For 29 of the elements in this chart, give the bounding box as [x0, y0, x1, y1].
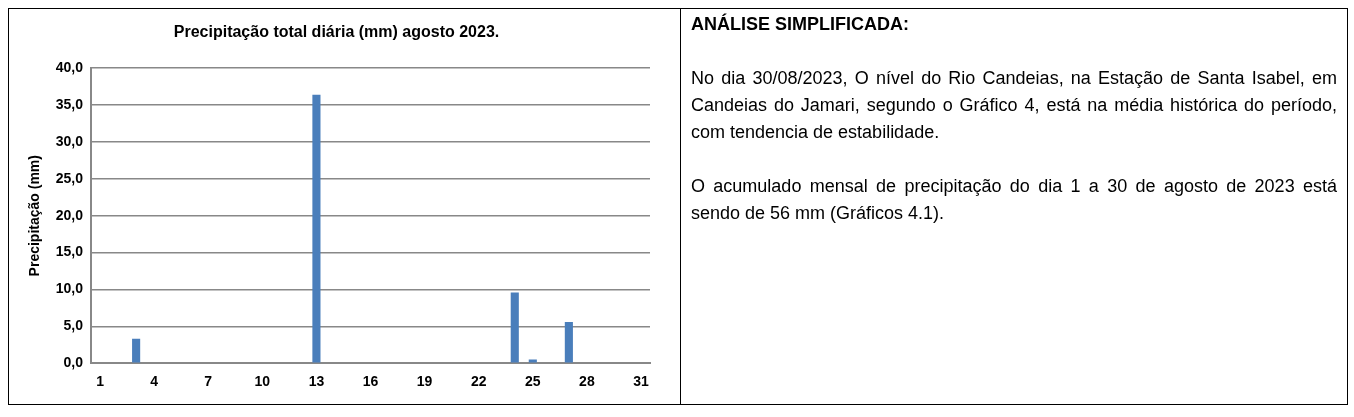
y-tick-label: 0,0: [63, 354, 84, 371]
y-tick-label: 30,0: [55, 132, 84, 149]
bar: [510, 292, 519, 363]
x-tick-label: 22: [470, 373, 487, 390]
bar: [132, 338, 141, 363]
x-tick-label: 1: [96, 373, 105, 390]
y-tick-label: 10,0: [55, 280, 84, 297]
x-tick-label: 19: [416, 373, 433, 390]
y-axis-title: Precipitação (mm): [26, 155, 43, 277]
y-tick-label: 40,0: [55, 59, 84, 76]
x-tick-label: 16: [362, 373, 379, 390]
text: ANÁLISE SIMPLIFICADA:: [691, 12, 910, 36]
bar: [564, 321, 573, 363]
x-tick-label: 25: [525, 373, 541, 390]
x-tick-label: 28: [579, 373, 595, 390]
y-tick-label: 25,0: [55, 169, 84, 186]
text: O acumulado mensal de precipitação do dia 1 a 30 de agosto de 2023 está sendo de 56 mm (Gráficos 4.1).: [691, 175, 1337, 225]
x-tick-label: 4: [150, 373, 159, 390]
y-tick-label: 15,0: [55, 243, 84, 260]
chart-title: Precipitação total diária (mm) agosto 2023.: [173, 23, 500, 41]
x-tick-label: 13: [308, 373, 325, 390]
x-tick-label: 31: [633, 373, 649, 390]
y-tick-label: 5,0: [63, 317, 84, 334]
bar: [312, 94, 321, 363]
text: No dia 30/08/2023, O nível do Rio Candeias, na Estação de Santa Isabel, em Candeias do Jamari, segundo o Gráfico 4, está na média histórica do período, com tendencia de estabilidade.: [691, 67, 1337, 144]
y-tick-label: 35,0: [55, 95, 84, 112]
y-tick-label: 20,0: [55, 206, 84, 223]
x-tick-label: 7: [204, 373, 213, 390]
x-tick-label: 10: [254, 373, 271, 390]
